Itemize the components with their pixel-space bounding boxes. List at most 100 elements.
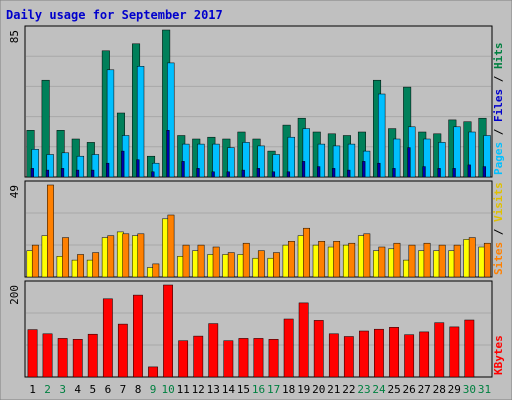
bar-kbytes-day-16 [253,338,264,378]
x-tick-label: 29 [448,383,461,396]
bar-kbytes-day-29 [449,326,460,378]
panel-kbytes: 200 KBytes [8,280,505,378]
bar-pages-day-2 [45,169,50,178]
bar-sites-day-11 [182,244,190,278]
bar-sites-day-5 [92,252,100,278]
bar-pages-day-11 [181,161,185,178]
x-tick-label: 17 [267,383,280,396]
x-tick-label: 19 [297,383,310,396]
x-tick-label: 25 [387,383,400,396]
x-tick-label: 10 [161,383,174,396]
x-tick-label: 12 [192,383,205,396]
bar-kbytes-day-2 [42,333,53,378]
bar-files-day-6 [106,69,115,178]
legend-kbytes: KBytes [492,335,505,375]
bar-files-day-31 [483,135,491,178]
legend-entry-visits: Visits [492,182,505,222]
bar-pages-day-16 [256,168,260,178]
x-tick-label: 1 [29,383,36,396]
bar-sites-day-2 [47,184,54,278]
bar-files-day-8 [136,66,145,178]
x-tick-label: 21 [327,383,340,396]
legend-visits-sites: Sites / Visits [492,182,505,275]
bar-sites-day-3 [62,237,69,278]
bar-files-day-24 [378,93,386,178]
bar-sites-day-9 [152,263,160,278]
bar-files-day-12 [197,143,205,178]
bar-sites-day-7 [122,233,130,278]
bar-kbytes-day-27 [419,331,430,378]
bar-sites-day-12 [197,244,205,278]
legend-entry-pages: Pages [492,142,505,175]
bar-sites-day-23 [363,233,371,278]
bar-pages-day-9 [151,171,155,178]
x-tick-label: 28 [433,383,446,396]
bar-kbytes-day-30 [464,319,475,378]
bar-files-day-4 [76,155,85,178]
x-tick-label: 3 [59,383,66,396]
bar-pages-day-28 [437,168,441,178]
bar-kbytes-day-18 [283,318,294,378]
bar-pages-day-31 [482,166,486,178]
bar-files-day-22 [347,143,356,178]
x-tick-label: 6 [105,383,112,396]
x-tick-label: 14 [222,383,236,396]
bar-pages-day-18 [286,171,291,178]
bar-pages-day-20 [317,166,321,178]
x-axis-labels: 1 2 3 4 5 6 7 8 9 10 11 12 13 14 15 16 17 18 19 20 21 22 23 24 2… [29,383,491,396]
bar-sites-day-25 [393,242,401,278]
bar-files-day-10 [167,62,175,178]
bar-sites-day-21 [333,241,341,278]
bar-kbytes-day-10 [163,284,173,378]
bar-pages-day-19 [301,161,306,178]
bar-sites-day-27 [423,242,431,278]
x-tick-label: 20 [312,383,325,396]
bar-sites-day-19 [303,227,310,278]
bar-pages-day-14 [226,171,230,178]
bar-files-day-27 [423,138,431,178]
bar-sites-day-26 [408,244,416,278]
bar-pages-day-12 [196,168,200,178]
legend-separator: / [492,69,505,89]
y-max-label: 49 [8,185,21,198]
bar-files-day-30 [468,131,476,178]
bar-kbytes-day-1 [27,329,38,378]
legend-entry-files: Files [492,89,505,122]
legend-entry-kbytes: KBytes [492,335,505,375]
bar-sites-day-22 [348,242,356,278]
bar-pages-day-24 [377,162,381,178]
bar-sites-day-6 [107,235,115,278]
bar-pages-day-25 [392,168,396,178]
bar-hits-day-2 [41,79,50,178]
bar-pages-day-30 [467,164,471,178]
x-tick-label: 8 [135,383,142,396]
bar-files-day-14 [227,147,235,178]
bar-pages-day-21 [332,168,336,178]
bar-kbytes-day-20 [313,320,324,378]
bar-pages-day-22 [347,169,351,178]
panel-visits-sites: 49 Sites / Visits [8,180,505,278]
bar-sites-day-24 [378,246,386,278]
x-tick-label: 2 [44,383,51,396]
bar-kbytes-day-24 [374,328,384,378]
bar-kbytes-day-22 [343,336,354,378]
bar-kbytes-day-3 [57,338,68,378]
bar-kbytes-day-23 [359,330,369,378]
bar-kbytes-day-11 [178,340,189,378]
bar-files-day-21 [332,145,341,178]
x-tick-label: 5 [89,383,96,396]
bar-pages-day-29 [452,168,456,178]
bar-kbytes-day-13 [208,323,219,378]
bar-files-day-5 [91,154,100,178]
x-tick-label: 26 [402,383,415,396]
bar-files-day-9 [152,162,160,178]
bar-files-day-13 [212,143,220,178]
bar-files-day-25 [393,138,401,178]
legend-separator: / [492,222,505,242]
x-tick-label: 30 [463,383,476,396]
bar-files-day-1 [31,149,39,178]
bar-pages-day-7 [121,150,125,178]
x-tick-label: 24 [372,383,386,396]
x-tick-label: 22 [342,383,355,396]
